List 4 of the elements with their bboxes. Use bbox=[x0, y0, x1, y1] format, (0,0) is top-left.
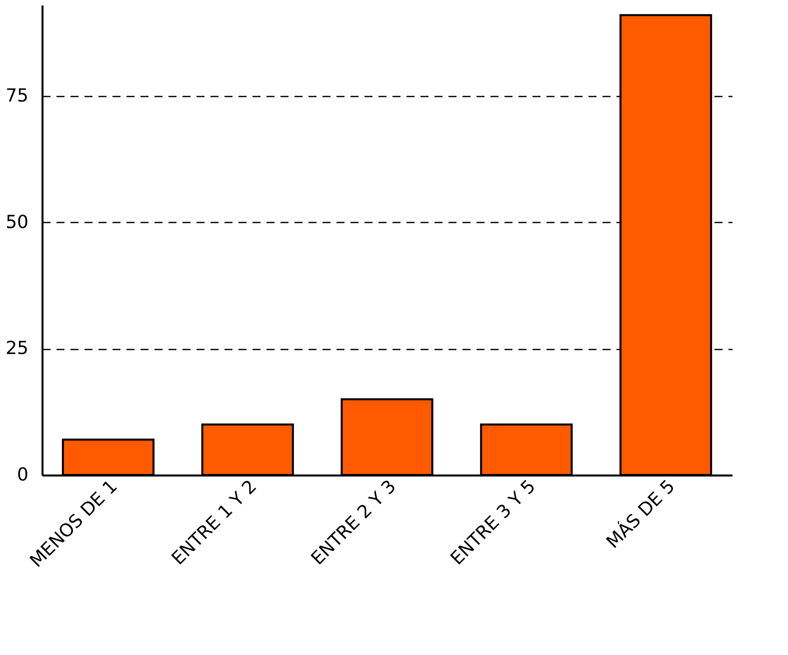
y-tick-label: 0 bbox=[17, 464, 28, 486]
y-tick-label: 25 bbox=[6, 338, 28, 360]
y-tick-label: 75 bbox=[6, 85, 28, 106]
y-tick-label: 50 bbox=[6, 212, 28, 233]
